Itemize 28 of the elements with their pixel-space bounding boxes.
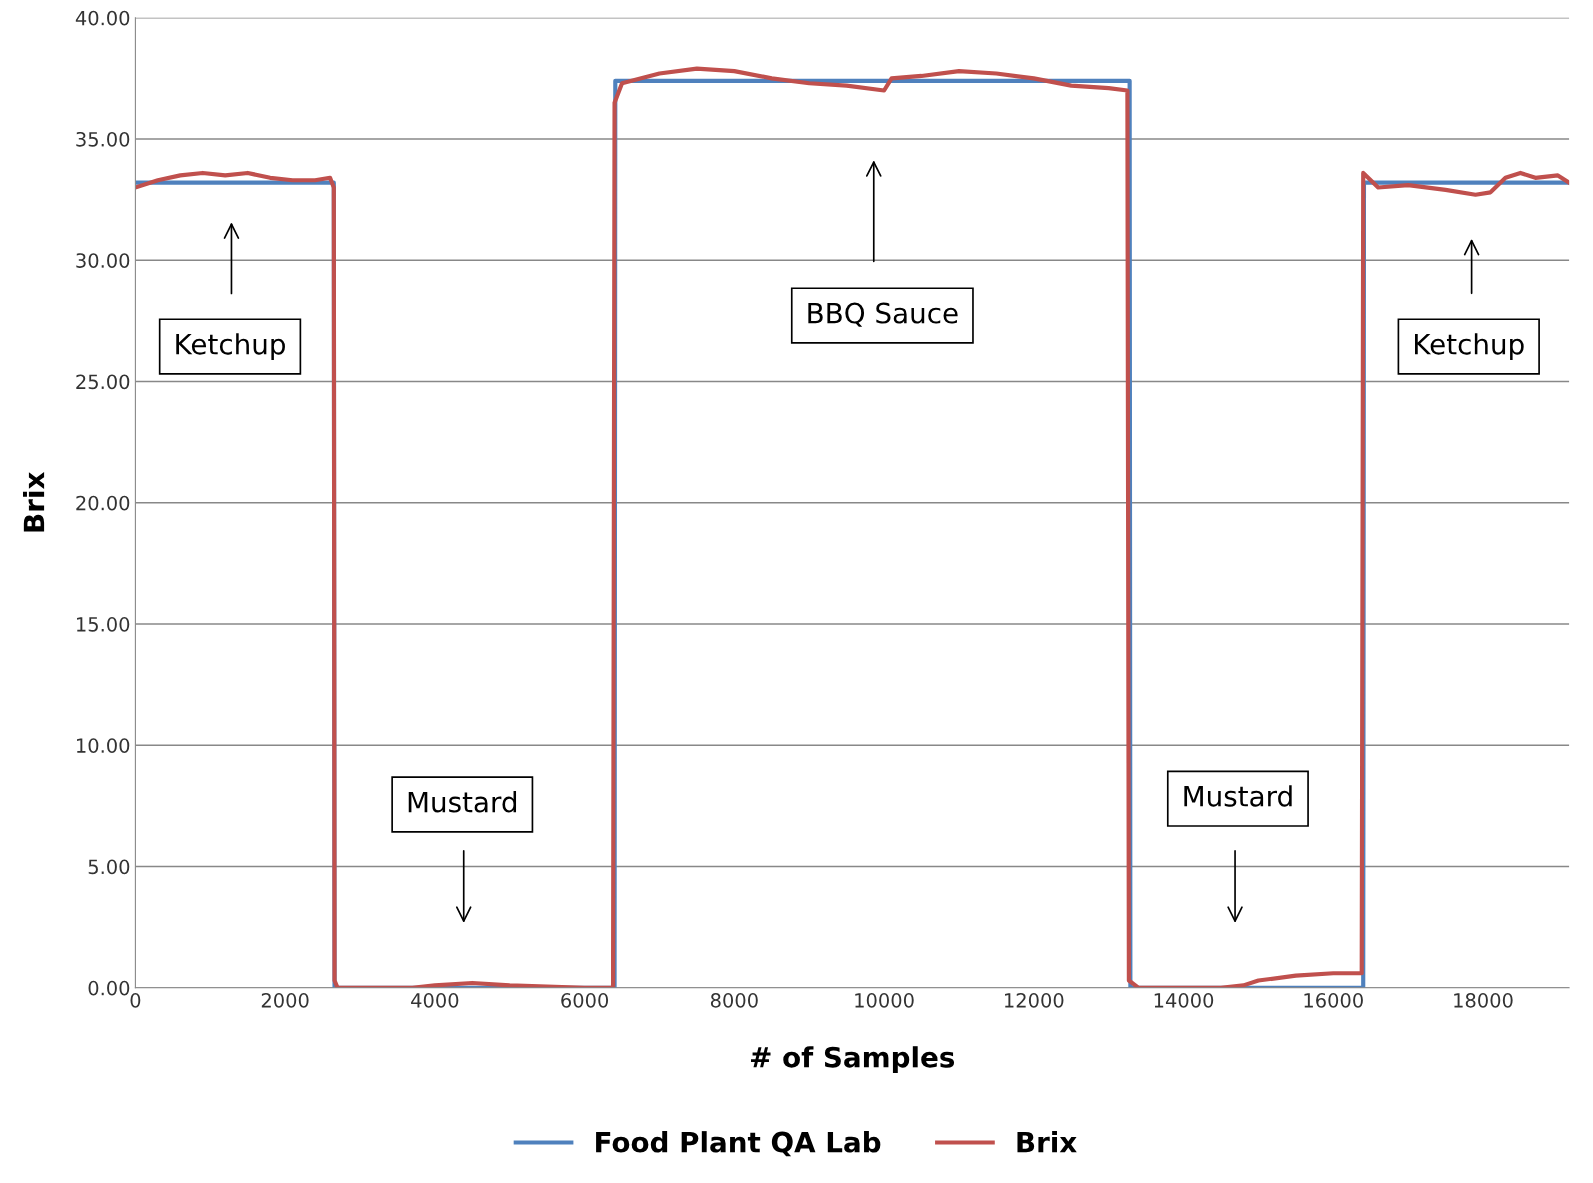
annotation: Ketchup [1415, 333, 1524, 361]
x-axis-title: # of Samples [751, 1046, 955, 1074]
annotation: Mustard [408, 791, 517, 813]
x-tick-label: 6000 [561, 993, 609, 1008]
y-tick-label: 15.00 [77, 616, 130, 632]
annotation: BBQ Sauce [808, 302, 958, 327]
legend-label: Brix [1017, 1131, 1077, 1153]
y-tick-label: 40.00 [75, 10, 130, 26]
legend-label: Food Plant QA Lab [596, 1131, 881, 1157]
x-tick-label: 4000 [411, 993, 459, 1008]
y-tick-label: 5.00 [88, 859, 130, 875]
x-tick-label: 16000 [1304, 993, 1363, 1008]
y-tick-label: 0.00 [88, 980, 130, 996]
y-tick-label: 25.00 [76, 374, 130, 390]
annotation: Mustard [1184, 785, 1292, 807]
annotation: Ketchup [176, 333, 285, 361]
x-tick-label: 14000 [1154, 993, 1214, 1008]
y-tick-label: 10.00 [77, 738, 130, 753]
x-tick-label: 10000 [855, 993, 914, 1008]
x-tick-label: 8000 [710, 993, 758, 1008]
y-axis-title: Brix [22, 472, 45, 532]
y-tick-label: 35.00 [76, 131, 130, 147]
x-tick-label: 12000 [1005, 993, 1064, 1008]
y-tick-label: 30.00 [76, 253, 130, 268]
x-tick-label: 2000 [261, 993, 309, 1008]
x-tick-label: 0 [130, 993, 141, 1008]
x-tick-label: 18000 [1454, 993, 1513, 1008]
y-tick-label: 20.00 [76, 495, 130, 511]
